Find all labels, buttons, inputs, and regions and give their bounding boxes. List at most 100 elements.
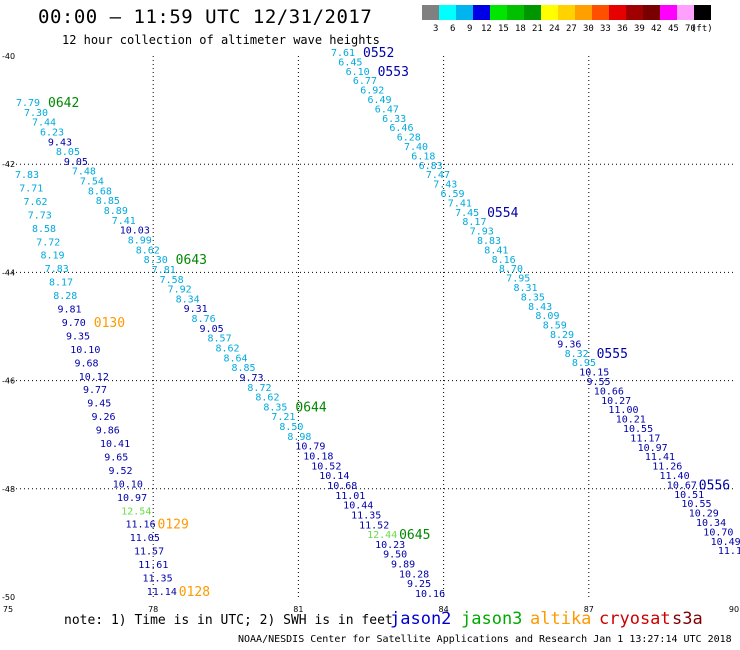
- scale-swatch: [473, 5, 490, 20]
- wave-height-value: 8.57: [208, 334, 232, 345]
- wave-height-value: 9.43: [48, 137, 72, 148]
- scale-label: 36: [617, 24, 628, 34]
- wave-height-value: 7.40: [404, 142, 428, 153]
- wave-height-value: 9.05: [200, 324, 224, 335]
- scale-swatch: [439, 5, 456, 20]
- wave-height-value: 12.44: [367, 530, 397, 541]
- time-stamp-label: 0556: [699, 478, 730, 493]
- wave-height-value: 7.48: [72, 167, 96, 178]
- legend-item-jason3: jason3: [461, 609, 523, 629]
- wave-height-value: 10.10: [113, 479, 143, 490]
- wave-height-value: 7.47: [426, 170, 450, 181]
- wave-height-value: 10.21: [616, 415, 646, 426]
- scale-swatch: [558, 5, 575, 20]
- longitude-label: 87: [584, 605, 594, 614]
- wave-height-value: 7.30: [24, 108, 48, 119]
- wave-height-value: 11.52: [359, 520, 389, 531]
- longitude-label: 90: [729, 605, 739, 614]
- longitude-label: 75: [3, 605, 13, 614]
- wave-height-value: 10.55: [623, 424, 653, 435]
- wave-height-value: 6.28: [397, 133, 421, 144]
- scale-label: 24: [549, 24, 560, 34]
- wave-height-value: 10.41: [100, 439, 130, 450]
- wave-height-value: 10.97: [638, 443, 668, 454]
- wave-height-value: 7.45: [455, 208, 479, 219]
- page-title: 00:00 – 11:59 UTC 12/31/2017: [38, 6, 373, 28]
- wave-height-value: 9.81: [58, 305, 82, 316]
- wave-height-value: 6.23: [40, 127, 64, 138]
- wave-height-value: 6.83: [419, 161, 443, 172]
- wave-height-value: 10.66: [594, 386, 624, 397]
- wave-height-value: 8.29: [550, 330, 574, 341]
- wave-height-value: 8.98: [287, 432, 311, 443]
- longitude-label: 84: [439, 605, 449, 614]
- wave-height-value: 11.61: [138, 560, 168, 571]
- wave-height-value: 9.52: [109, 466, 133, 477]
- wave-height-value: 11.41: [645, 452, 675, 463]
- time-stamp-label: 0643: [176, 253, 207, 268]
- latitude-label: -40: [2, 52, 15, 61]
- wave-height-value: 9.89: [391, 560, 415, 571]
- wave-height-value: 9.73: [239, 373, 263, 384]
- wave-height-value: 8.72: [247, 383, 271, 394]
- wave-height-value: 11.00: [608, 405, 638, 416]
- wave-height-value: 10.70: [703, 527, 733, 538]
- wave-height-value: 10.03: [120, 226, 150, 237]
- wave-height-value: 10.29: [689, 509, 719, 520]
- wave-height-value: 6.45: [338, 57, 362, 68]
- legend-item-jason2: jason2: [390, 609, 452, 629]
- wave-height-value: 9.31: [184, 304, 208, 315]
- scale-label: 45: [668, 24, 679, 34]
- scale-swatch: [507, 5, 524, 20]
- scale-swatch: [609, 5, 626, 20]
- scale-swatch: [422, 5, 439, 20]
- wave-height-value: 8.31: [514, 283, 538, 294]
- wave-height-value: 7.81: [152, 265, 176, 276]
- wave-height-value: 8.68: [88, 186, 112, 197]
- wave-height-value: 8.09: [535, 311, 559, 322]
- satellite-pass: 7.797.307.446.239.438.059.057.487.548.68…: [16, 96, 445, 600]
- time-stamp-label: 0129: [158, 518, 189, 533]
- wave-height-value: 8.35: [263, 402, 287, 413]
- wave-height-value: 9.55: [587, 377, 611, 388]
- wave-height-value: 10.18: [303, 452, 333, 463]
- time-stamp-label: 0642: [48, 96, 79, 111]
- wave-height-value: 8.62: [255, 393, 279, 404]
- scale-swatch: [677, 5, 694, 20]
- wave-height-value: 10.67: [667, 480, 697, 491]
- wave-height-value: 11.35: [143, 574, 173, 585]
- wave-height-value: 6.10: [346, 67, 370, 78]
- wave-height-value: 8.41: [484, 245, 508, 256]
- wave-height-value: 11.05: [130, 533, 160, 544]
- scale-swatch: [575, 5, 592, 20]
- scale-label: 3: [433, 24, 439, 34]
- scale-swatch: [626, 5, 643, 20]
- wave-height-value: 7.83: [15, 170, 39, 181]
- time-stamp-label: 0128: [179, 585, 210, 600]
- wave-height-value: 8.70: [499, 264, 523, 275]
- wave-height-value: 9.35: [66, 331, 90, 342]
- wave-height-value: 8.19: [41, 251, 65, 262]
- altimeter-tracks: 7.797.307.446.239.438.059.057.487.548.68…: [15, 46, 740, 600]
- wave-height-value: 8.35: [521, 292, 545, 303]
- wave-height-value: 7.83: [45, 264, 69, 275]
- wave-height-value: 11.1: [718, 546, 740, 557]
- latitude-label: -50: [2, 593, 15, 602]
- wave-height-value: 10.27: [601, 396, 631, 407]
- latitude-label: -42: [2, 160, 15, 169]
- satellite-pass: 7.616.456.106.776.926.496.476.336.466.28…: [331, 46, 740, 557]
- wave-height-value: 9.65: [104, 452, 128, 463]
- wave-height-value: 9.68: [75, 358, 99, 369]
- wave-height-value: 6.92: [360, 86, 384, 97]
- wave-height-value: 11.26: [652, 462, 682, 473]
- time-stamp-label: 0644: [295, 400, 326, 415]
- wave-height-value: 10.15: [579, 368, 609, 379]
- scale-swatch: [541, 5, 558, 20]
- wave-height-value: 9.45: [87, 399, 111, 410]
- wave-height-value: 8.62: [136, 245, 160, 256]
- time-stamp-label: 0130: [94, 316, 125, 331]
- wave-height-value: 6.18: [411, 151, 435, 162]
- wave-height-value: 10.23: [375, 540, 405, 551]
- scale-unit-label: (ft): [691, 24, 713, 34]
- wave-height-value: 9.77: [83, 385, 107, 396]
